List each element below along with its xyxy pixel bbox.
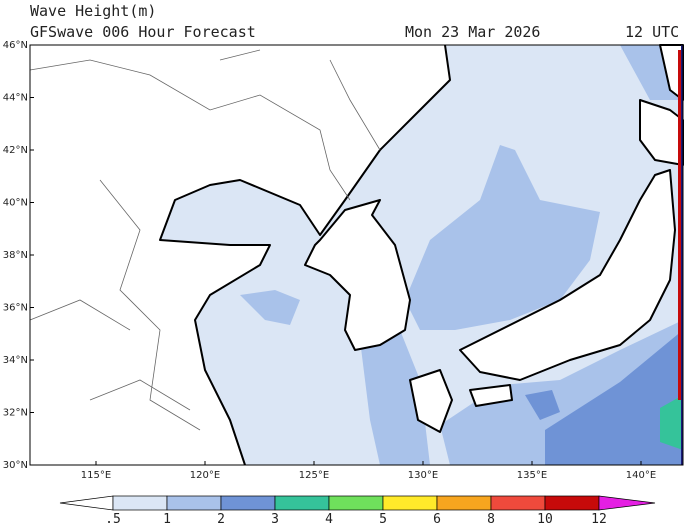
lon-label: 135°E [517,470,547,481]
title: Wave Height(m) [30,2,156,20]
sea-region [360,330,430,465]
sea-region [525,390,560,420]
lon-label: 115°E [81,470,111,481]
lat-label: 42°N [3,145,28,156]
edge-line [681,45,683,465]
korea [304,199,411,351]
shikoku [469,384,513,407]
edge-strip [678,50,683,400]
colorbar-arrow [598,495,656,511]
colorbar-label: 8 [487,512,495,525]
lat-label: 46°N [3,40,28,51]
colorbar-label: 6 [433,512,441,525]
colorbar-box [544,495,600,511]
colorbar-label: 5 [379,512,387,525]
colorbar-box [490,495,546,511]
colorbar-label: 3 [271,512,279,525]
colorbar-label: 4 [325,512,333,525]
colorbar-box [274,495,330,511]
colorbar-box [166,495,222,511]
colorbar-label: 2 [217,512,225,525]
colorbar-label: 12 [591,512,607,525]
colorbar-box [220,495,276,511]
sea-region [545,330,683,465]
lat-label: 44°N [3,93,28,104]
colorbar-label: 10 [537,512,553,525]
colorbar-box [382,495,438,511]
lat-label: 32°N [3,408,28,419]
lat-label: 38°N [3,250,28,261]
time: 12 UTC [625,23,679,41]
kyushu [409,369,453,433]
sea-region [405,145,600,330]
lat-label: 36°N [3,303,28,314]
colorbar-box [436,495,492,511]
colorbar-box [112,495,168,511]
date: Mon 23 Mar 2026 [405,23,540,41]
sea-region [240,290,300,325]
lon-label: 140°E [626,470,656,481]
colorbar-label: .5 [105,512,121,525]
province-border [29,49,381,431]
honshu [459,169,676,381]
lat-label: 34°N [3,355,28,366]
lon-label: 120°E [190,470,220,481]
map [29,44,684,466]
lon-label: 125°E [299,470,329,481]
colorbar-arrow [59,495,114,511]
colorbar-box [328,495,384,511]
subtitle: GFSwave 006 Hour Forecast [30,23,256,41]
sea-region [660,395,683,450]
lat-label: 40°N [3,198,28,209]
lat-label: 30°N [3,460,28,471]
lon-label: 130°E [408,470,438,481]
colorbar-label: 1 [163,512,171,525]
